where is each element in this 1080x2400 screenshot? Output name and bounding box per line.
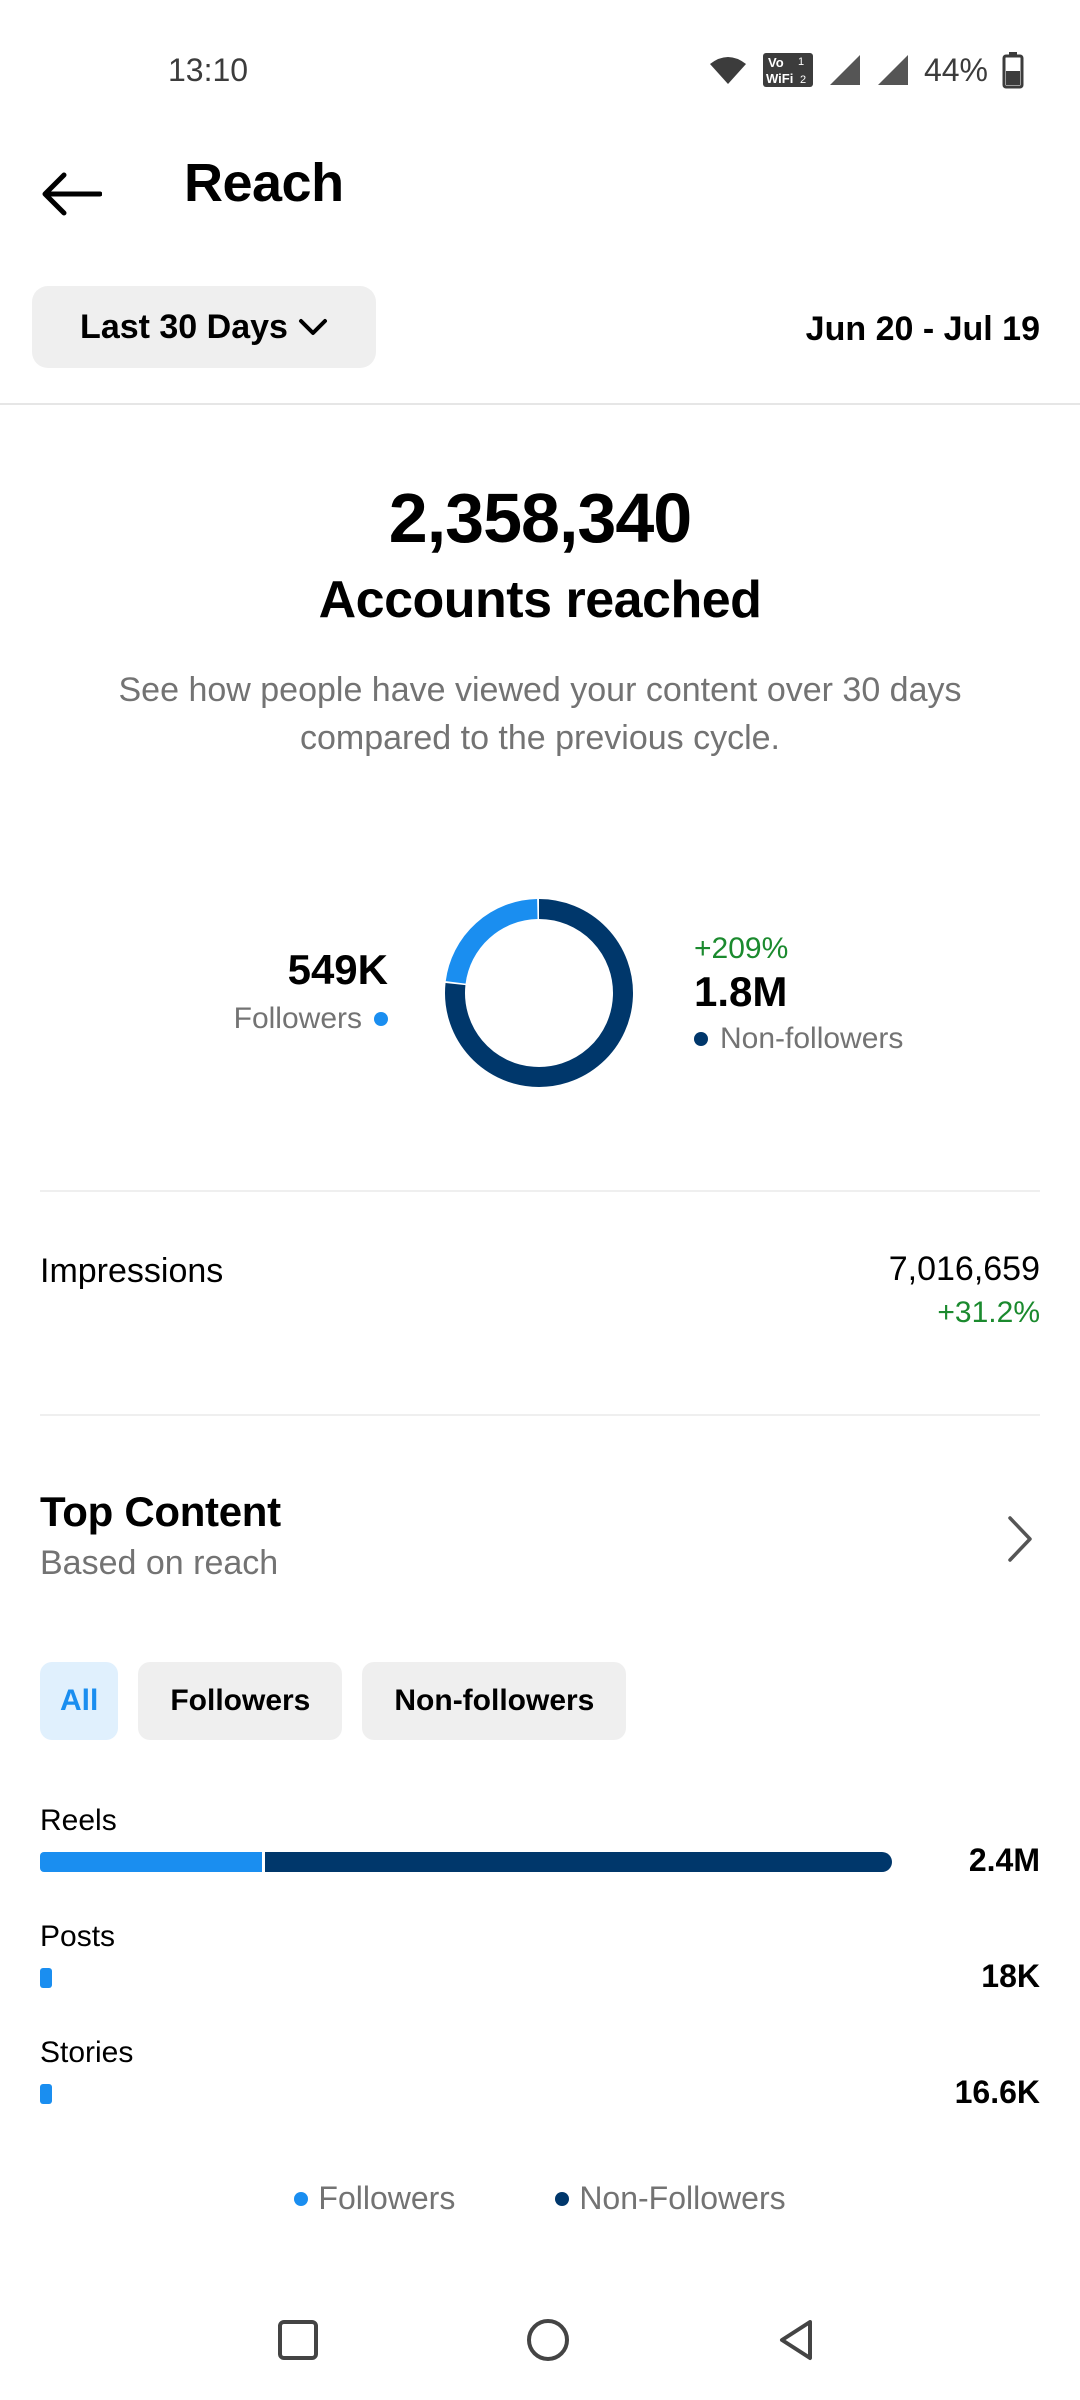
- system-nav-bar: [0, 2290, 1080, 2400]
- posts-followers-segment: [40, 1968, 52, 1988]
- legend-followers: Followers: [294, 2180, 455, 2217]
- filter-followers[interactable]: Followers: [138, 1662, 343, 1740]
- divider: [0, 403, 1080, 405]
- stories-followers-segment: [40, 2084, 52, 2104]
- posts-bar: [40, 1968, 892, 1988]
- non-followers-legend: Non-followers: [694, 1022, 903, 1056]
- vowifi-bottom-text: WiFi: [766, 71, 793, 86]
- vowifi-sim1-text: 1: [798, 56, 804, 68]
- page-title: Reach: [184, 153, 344, 213]
- posts-label: Posts: [40, 1920, 116, 1953]
- vowifi-sim2-text: 2: [800, 74, 806, 86]
- content-filter-tabs: All Followers Non-followers: [40, 1662, 627, 1740]
- app-header: Reach: [0, 140, 1080, 270]
- divider: [40, 1190, 1040, 1192]
- legend-non-followers-dot: [555, 2191, 570, 2206]
- donut-non-followers-segment: [445, 899, 633, 1087]
- back-nav-button[interactable]: [766, 2310, 826, 2370]
- donut-svg: [445, 899, 633, 1087]
- legend-non-followers-label: Non-Followers: [579, 2180, 786, 2216]
- bar-legend: Followers Non-Followers: [0, 2180, 1080, 2217]
- posts-value: 18K: [981, 1958, 1040, 1994]
- vowifi-icon: Vo 1 WiFi 2: [762, 53, 813, 87]
- status-icons: Vo 1 WiFi 2 44%: [708, 50, 1024, 90]
- non-followers-change: +209%: [694, 932, 789, 965]
- legend-non-followers: Non-Followers: [555, 2180, 786, 2217]
- signal-icon: [829, 55, 860, 85]
- followers-legend: Followers: [234, 1002, 388, 1036]
- legend-followers-label: Followers: [318, 2180, 456, 2216]
- reels-non-followers-segment: [265, 1852, 892, 1872]
- impressions-value: 7,016,659: [888, 1250, 1040, 1288]
- arrow-left-icon: [42, 172, 102, 216]
- stories-bar: [40, 2084, 892, 2104]
- home-icon: [527, 2319, 569, 2361]
- recents-icon: [278, 2320, 318, 2360]
- summary-description: See how people have viewed your content …: [118, 671, 962, 757]
- status-bar: 13:10 Vo 1 WiFi 2 44%: [0, 0, 1080, 140]
- donut-followers-segment: [445, 899, 538, 984]
- battery-icon: [1002, 52, 1024, 89]
- filter-non-followers[interactable]: Non-followers: [362, 1662, 627, 1740]
- top-content-subtitle: Based on reach: [40, 1544, 279, 1582]
- period-label: Last 30 Days: [80, 307, 288, 346]
- followers-dot: [374, 1012, 388, 1026]
- non-followers-dot: [694, 1032, 708, 1046]
- impressions-change: +31.2%: [937, 1296, 1040, 1329]
- status-time: 13:10: [168, 52, 249, 88]
- date-range: Jun 20 - Jul 19: [805, 310, 1040, 348]
- chevron-right-icon: [1008, 1516, 1032, 1562]
- non-followers-label: Non-followers: [720, 1022, 904, 1055]
- legend-followers-dot: [294, 2191, 309, 2206]
- vowifi-top-text: Vo: [768, 55, 784, 70]
- reels-value: 2.4M: [968, 1842, 1040, 1878]
- top-content-link[interactable]: Top Content Based on reach: [40, 1488, 1040, 1598]
- reels-bar: [40, 1852, 892, 1872]
- battery-percent: 44%: [923, 51, 988, 88]
- non-followers-value: 1.8M: [694, 968, 788, 1015]
- followers-label: Followers: [233, 1002, 362, 1035]
- reels-label: Reels: [40, 1804, 117, 1837]
- accounts-reached-value: 2,358,340: [388, 479, 692, 557]
- signal-icon: [877, 55, 908, 85]
- stories-label: Stories: [40, 2036, 134, 2069]
- recents-button[interactable]: [268, 2310, 328, 2370]
- impressions-label: Impressions: [40, 1252, 224, 1290]
- home-button[interactable]: [518, 2310, 578, 2370]
- divider: [40, 1414, 1040, 1416]
- back-triangle-icon: [780, 2320, 812, 2360]
- period-dropdown[interactable]: Last 30 Days: [32, 286, 376, 368]
- reels-followers-segment: [40, 1852, 262, 1872]
- top-content-title: Top Content: [40, 1488, 281, 1535]
- accounts-reached-label: Accounts reached: [318, 571, 762, 629]
- filter-all[interactable]: All: [40, 1662, 119, 1740]
- back-button[interactable]: [36, 158, 108, 230]
- stories-value: 16.6K: [954, 2074, 1040, 2110]
- followers-value: 549K: [287, 946, 388, 993]
- reach-donut-chart: [444, 898, 634, 1088]
- wifi-icon: [709, 57, 746, 84]
- chevron-down-icon: [298, 319, 327, 335]
